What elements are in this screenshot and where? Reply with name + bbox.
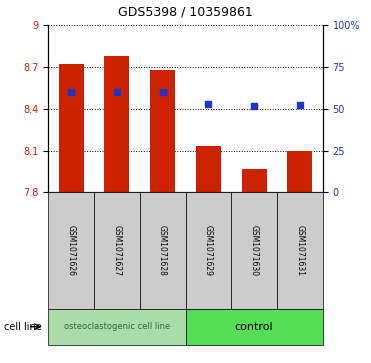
- Text: GSM1071630: GSM1071630: [250, 225, 259, 276]
- Point: [160, 89, 165, 95]
- Text: GSM1071628: GSM1071628: [158, 225, 167, 276]
- Text: osteoclastogenic cell line: osteoclastogenic cell line: [64, 322, 170, 331]
- Text: GSM1071631: GSM1071631: [295, 225, 304, 276]
- Bar: [242, 169, 267, 192]
- Bar: [59, 64, 84, 192]
- Point: [68, 89, 74, 95]
- Point: [297, 102, 303, 107]
- Text: cell line: cell line: [4, 322, 42, 332]
- Bar: [150, 70, 175, 192]
- Text: GSM1071629: GSM1071629: [204, 225, 213, 276]
- Bar: [196, 146, 221, 192]
- Point: [206, 101, 211, 107]
- Bar: [104, 56, 129, 192]
- Text: GDS5398 / 10359861: GDS5398 / 10359861: [118, 5, 253, 19]
- Text: GSM1071627: GSM1071627: [112, 225, 121, 276]
- Point: [114, 89, 120, 95]
- Point: [251, 103, 257, 109]
- Text: GSM1071626: GSM1071626: [67, 225, 76, 276]
- Bar: [287, 151, 312, 192]
- Text: control: control: [235, 322, 273, 332]
